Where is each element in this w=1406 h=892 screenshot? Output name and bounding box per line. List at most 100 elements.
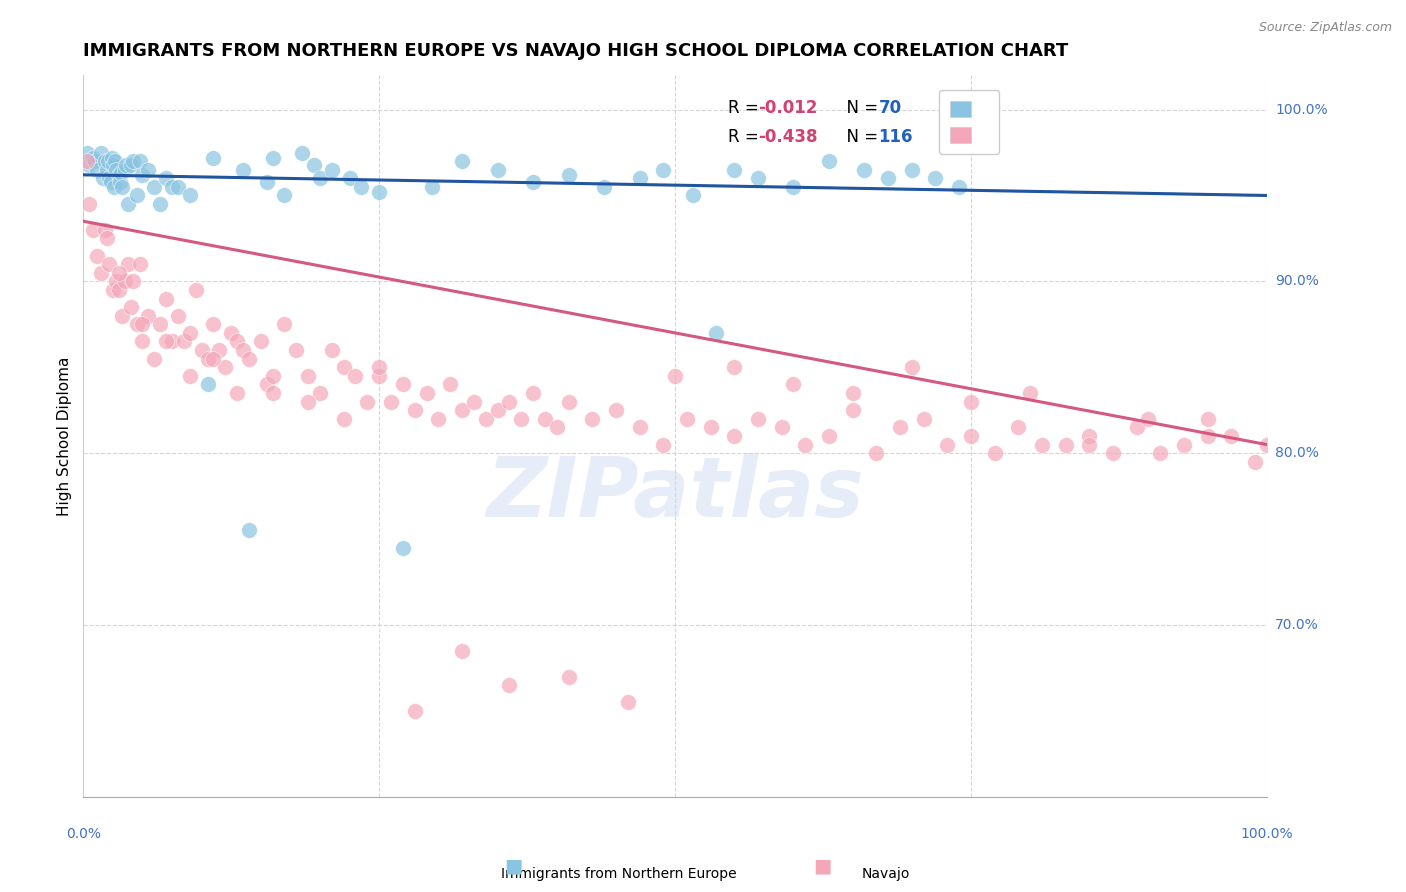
Point	[291, 145, 314, 160]
Point	[1054, 437, 1077, 451]
Text: R =: R =	[728, 128, 765, 145]
Point	[1125, 420, 1147, 434]
Point	[76, 154, 98, 169]
Y-axis label: High School Diploma: High School Diploma	[58, 356, 72, 516]
Point	[149, 318, 172, 332]
Point	[510, 412, 533, 426]
Point	[818, 154, 841, 169]
Point	[1019, 386, 1042, 401]
Point	[1137, 412, 1160, 426]
Point	[98, 171, 121, 186]
Point	[1007, 420, 1029, 434]
Point	[699, 420, 721, 434]
Point	[983, 446, 1005, 460]
Point	[122, 274, 145, 288]
Point	[173, 334, 195, 349]
Point	[82, 151, 104, 165]
Point	[415, 386, 437, 401]
Point	[90, 145, 112, 160]
Point	[706, 326, 728, 340]
Point	[404, 704, 426, 718]
Point	[138, 309, 160, 323]
Point	[262, 386, 284, 401]
Point	[214, 360, 236, 375]
Point	[1244, 455, 1267, 469]
Text: 116: 116	[879, 128, 912, 145]
Point	[422, 180, 444, 194]
Point	[900, 360, 922, 375]
Point	[652, 437, 675, 451]
Point	[392, 541, 415, 555]
Point	[1149, 446, 1171, 460]
Point	[960, 394, 983, 409]
Point	[143, 351, 166, 366]
Point	[93, 171, 115, 186]
Text: 100.0%: 100.0%	[1275, 103, 1327, 117]
Point	[841, 403, 863, 417]
Point	[605, 403, 627, 417]
Point	[108, 175, 131, 189]
Point	[197, 377, 219, 392]
Point	[889, 420, 911, 434]
Point	[368, 368, 391, 383]
Point	[184, 283, 207, 297]
Point	[723, 429, 745, 443]
Point	[794, 437, 817, 451]
Point	[120, 157, 142, 171]
Point	[110, 166, 132, 180]
Point	[131, 168, 153, 182]
Point	[111, 309, 134, 323]
Point	[155, 292, 177, 306]
Point	[912, 412, 935, 426]
Point	[202, 351, 225, 366]
Point	[256, 377, 278, 392]
Point	[557, 669, 579, 683]
Point	[115, 157, 138, 171]
Point	[676, 412, 699, 426]
Point	[321, 162, 343, 177]
Point	[202, 318, 225, 332]
Point	[208, 343, 231, 357]
Point	[877, 171, 900, 186]
Point	[1078, 437, 1101, 451]
Point	[96, 231, 118, 245]
Point	[628, 171, 651, 186]
Point	[129, 257, 152, 271]
Point	[616, 695, 638, 709]
Point	[262, 368, 284, 383]
Point	[770, 420, 793, 434]
Point	[250, 334, 273, 349]
Point	[90, 266, 112, 280]
Point	[356, 394, 378, 409]
Point	[179, 326, 201, 340]
Point	[557, 394, 579, 409]
Text: -0.438: -0.438	[758, 128, 817, 145]
Point	[129, 154, 152, 169]
Point	[1102, 446, 1125, 460]
Point	[238, 524, 260, 538]
Point	[404, 403, 426, 417]
Point	[114, 274, 136, 288]
Text: 100.0%: 100.0%	[1240, 827, 1294, 841]
Point	[167, 309, 190, 323]
Point	[82, 223, 104, 237]
Point	[302, 157, 325, 171]
Point	[463, 394, 485, 409]
Point	[202, 151, 225, 165]
Point	[451, 644, 474, 658]
Point	[948, 180, 970, 194]
Point	[900, 162, 922, 177]
Point	[309, 386, 332, 401]
Point	[96, 162, 118, 177]
Point	[1256, 437, 1278, 451]
Point	[107, 266, 129, 280]
Point	[1031, 437, 1053, 451]
Text: ZIPatlas: ZIPatlas	[486, 453, 863, 534]
Point	[76, 145, 98, 160]
Point	[723, 162, 745, 177]
Text: R =: R =	[728, 99, 765, 117]
Point	[232, 162, 254, 177]
Point	[93, 154, 115, 169]
Point	[486, 162, 509, 177]
Point	[117, 197, 139, 211]
